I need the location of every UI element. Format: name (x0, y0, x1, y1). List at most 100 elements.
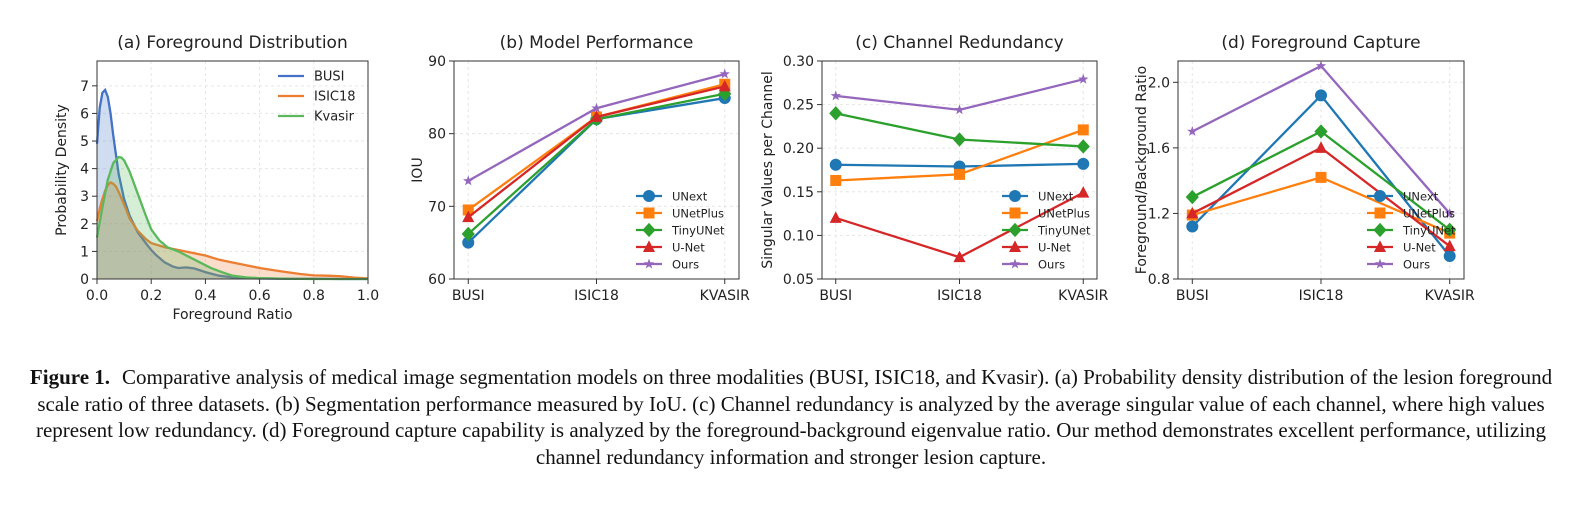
series-line-kvasir (95, 155, 368, 281)
data-point-tinyunet (461, 226, 475, 242)
legend-label: U-Net (1403, 241, 1436, 255)
data-point-unetplus (830, 174, 842, 186)
data-point-unetplus (462, 204, 474, 216)
x-axis-label: Foreground Ratio (172, 307, 292, 323)
y-axis-label: Singular Values per Channel (760, 71, 776, 268)
x-tick-label: ISIC18 (574, 288, 619, 304)
data-point-ours (719, 68, 730, 79)
legend-marker (1374, 258, 1386, 269)
legend-label: U-Net (672, 241, 705, 255)
data-point-unetplus (954, 168, 965, 180)
chart-title: (b) Model Performance (500, 33, 694, 53)
x-tick-label: 0.6 (248, 288, 270, 304)
y-tick-label: 0 (80, 272, 89, 288)
legend-marker (1008, 222, 1022, 238)
legend-label: TinyUNet (671, 224, 725, 238)
legend-label: UNetPlus (1038, 207, 1090, 221)
legend-marker (643, 190, 655, 202)
y-tick-label: 1.2 (1148, 206, 1170, 222)
legend-label: UNext (1403, 190, 1439, 204)
series-group (1185, 60, 1457, 263)
x-tick-label: KVASIR (1425, 288, 1475, 304)
legend-label: UNext (672, 190, 708, 204)
data-point-unext (1443, 250, 1456, 263)
y-tick-label: 0.15 (783, 185, 814, 201)
plot-frame (453, 60, 740, 280)
x-tick-label: BUSI (819, 288, 852, 304)
legend: UNext UNetPlus TinyUNet U-Net Ours (636, 190, 725, 272)
x-tick-label: 0.2 (140, 288, 162, 304)
data-point-unetplus (1315, 171, 1327, 183)
legend: UNext UNetPlus TinyUNet U-Net Ours (1002, 190, 1091, 272)
data-point-u-net (718, 79, 731, 92)
y-tick-label: 5 (80, 134, 89, 150)
plot-frame (96, 60, 369, 280)
chart-title: (d) Foreground Capture (1221, 33, 1420, 53)
legend: UNext UNetPlus TinyUNet U-Net Ours (1367, 190, 1456, 272)
y-tick-label: 90 (428, 54, 446, 70)
x-tick-label: KVASIR (1058, 288, 1108, 304)
data-point-unext (1315, 89, 1327, 102)
legend-marker (1373, 222, 1387, 238)
legend-marker (643, 258, 655, 269)
plot-frame (1177, 60, 1465, 280)
data-point-unext (1186, 220, 1199, 233)
chart-panel-2: (b) Model Performance 60 70 80 90 BUSI ISIC18 K… (410, 33, 750, 304)
data-point-unext (829, 158, 842, 171)
data-point-u-net (1314, 141, 1328, 153)
legend-marker (1374, 207, 1386, 219)
y-axis-label: IOU (410, 157, 426, 182)
legend-label: TinyUNet (1037, 224, 1091, 238)
area-fill-kvasir (97, 157, 368, 279)
legend-marker (643, 207, 655, 219)
y-tick-label: 0.05 (783, 272, 814, 288)
data-point-ours (463, 175, 474, 186)
y-tick-label: 0.30 (783, 54, 814, 70)
legend-marker (1008, 240, 1022, 252)
y-tick-label: 60 (428, 272, 446, 288)
legend-label: UNext (1038, 190, 1074, 204)
y-tick-label: 7 (80, 79, 89, 95)
y-tick-label: 0.8 (1148, 272, 1170, 288)
data-point-ours (830, 90, 841, 101)
y-tick-label: 70 (428, 199, 446, 215)
chart-panel-4: (d) Foreground Capture 0.8 1.2 1.6 2.0 BUSI IS… (1134, 33, 1475, 304)
y-axis-label: Foreground/Background Ratio (1134, 66, 1150, 274)
legend-label: U-Net (1038, 241, 1071, 255)
x-tick-label: KVASIR (700, 288, 750, 304)
legend-label: Ours (1403, 258, 1430, 272)
data-point-tinyunet (1443, 222, 1457, 237)
data-point-u-net (953, 250, 966, 263)
y-axis-label: Probability Density (54, 104, 70, 236)
chart-title: (c) Channel Redundancy (855, 33, 1063, 53)
y-tick-label: 80 (428, 127, 446, 143)
data-point-ours (954, 104, 965, 115)
data-point-tinyunet (1076, 139, 1090, 154)
data-point-ours (1078, 73, 1089, 84)
data-point-tinyunet (1185, 189, 1199, 205)
x-tick-label: 1.0 (357, 288, 379, 304)
data-point-u-net (829, 211, 842, 223)
legend-label: Ours (1038, 258, 1065, 272)
legend-label: Ours (672, 258, 699, 272)
y-tick-label: 2 (80, 217, 89, 233)
series-group (829, 73, 1090, 263)
series-group (461, 68, 732, 249)
legend-marker (1009, 258, 1021, 269)
y-tick-label: 0.25 (783, 98, 814, 114)
data-point-u-net (590, 110, 603, 122)
legend-marker (1009, 207, 1021, 219)
legend-marker (642, 240, 656, 252)
data-point-u-net (1443, 239, 1456, 252)
chart-panel-1: (a) Foreground Distribution 0 1 2 3 4 5 6 7 0.0 0.… (54, 33, 379, 323)
legend: BUSI ISIC18 Kvasir (278, 70, 356, 125)
x-tick-label: BUSI (452, 288, 485, 304)
y-tick-label: 0.10 (783, 228, 814, 244)
y-tick-label: 6 (80, 106, 89, 122)
x-tick-label: ISIC18 (937, 288, 982, 304)
y-tick-label: 4 (80, 162, 89, 178)
data-point-u-net (1186, 206, 1199, 219)
legend-label: ISIC18 (314, 90, 356, 105)
legend-label: UNetPlus (1403, 207, 1455, 221)
